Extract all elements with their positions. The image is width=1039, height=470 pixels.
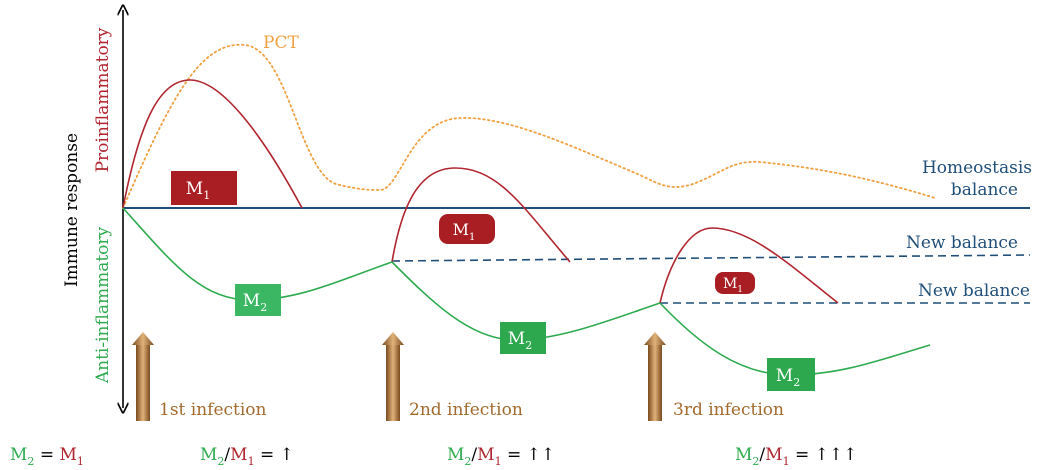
svg-text:M1: M1 <box>723 276 743 295</box>
new-balance-line-1 <box>391 254 1031 262</box>
new-balance-label-2: New balance <box>918 281 1030 301</box>
infection-arrow-2 <box>382 332 404 421</box>
ratio-baseline: M2 = M1 <box>10 445 84 468</box>
ratio-after-infection-1: M2/M1 = ↑ <box>200 445 294 468</box>
m2-badge-1: M2 <box>235 284 281 316</box>
axis-y-label: Immune response <box>62 133 82 287</box>
ratio-after-infection-2: M2/M1 = ↑↑ <box>447 445 555 468</box>
m1-curve-3 <box>659 227 839 304</box>
homeostasis-label-line2: balance <box>951 180 1018 200</box>
pct-curve <box>122 43 936 209</box>
infection-arrow-1 <box>132 332 154 421</box>
m1-curve-1 <box>122 79 303 209</box>
m1-badge-2: M1 <box>439 214 495 244</box>
infection-arrow-3 <box>644 332 666 421</box>
svg-text:M1: M1 <box>186 179 210 202</box>
m1-badge-3: M1 <box>715 272 755 295</box>
infection-label-3: 3rd infection <box>673 400 784 420</box>
homeostasis-label-line1: Homeostasis <box>922 158 1032 178</box>
axis-anti-label: Anti-inflammatory <box>93 226 113 384</box>
ratio-after-infection-3: M2/M1 = ↑↑↑ <box>735 445 857 468</box>
svg-text:M1: M1 <box>453 220 476 243</box>
m1-curve-2 <box>391 167 571 263</box>
svg-text:M2: M2 <box>243 291 267 314</box>
m2-badge-3: M2 <box>767 358 815 391</box>
m2-badge-2: M2 <box>500 322 546 354</box>
pct-label: PCT <box>263 33 299 53</box>
infection-label-1: 1st infection <box>159 400 267 420</box>
infection-label-2: 2nd infection <box>409 400 523 420</box>
svg-text:M2: M2 <box>508 329 532 352</box>
axis-pro-label: Proinflammatory <box>93 27 113 172</box>
new-balance-label-1: New balance <box>906 233 1018 253</box>
m1-badge-1: M1 <box>171 171 237 205</box>
svg-text:M2: M2 <box>776 366 800 389</box>
